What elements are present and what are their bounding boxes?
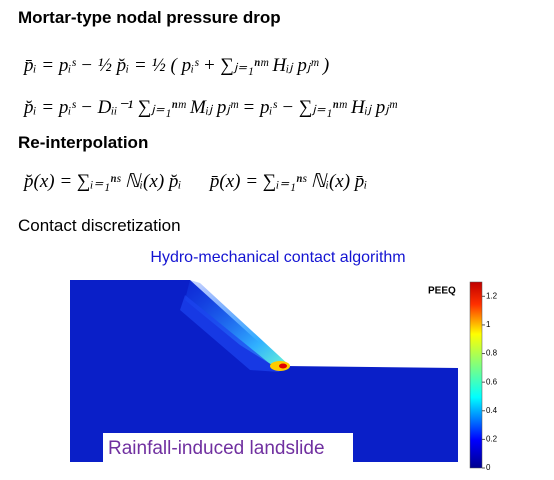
shear-band xyxy=(180,295,280,372)
domain xyxy=(70,280,458,462)
colorbar-tick-label: 0.4 xyxy=(486,406,498,415)
colorbar-tick-label: 1.2 xyxy=(486,291,498,300)
colorbar-tick-label: 1 xyxy=(486,320,491,329)
heading: Mortar-type nodal pressure drop xyxy=(18,8,281,27)
colorbar-tick-label: 0 xyxy=(486,463,491,472)
equation: p̆(x) = ∑ᵢ₌₁ⁿˢ ℕᵢ(x) p̆ᵢ p̄(x) = ∑ᵢ₌₁ⁿˢ … xyxy=(24,171,368,192)
hot-spot xyxy=(279,363,287,369)
heading: Re-interpolation xyxy=(18,133,149,152)
figure-title: Hydro-mechanical contact algorithm xyxy=(150,249,405,266)
caption-box xyxy=(103,433,353,463)
colorbar-tick-label: 0.6 xyxy=(486,377,498,386)
heading: Contact discretization xyxy=(18,216,181,235)
colorbar-tick-label: 0.8 xyxy=(486,349,498,358)
colorbar xyxy=(469,281,483,469)
colorbar-label: PEEQ xyxy=(428,286,456,297)
colorbar-tick-label: 0.2 xyxy=(486,434,498,443)
caption: Rainfall-induced landslide xyxy=(108,438,325,459)
equation: p̄ᵢ = pᵢˢ − ½ p̆ᵢ = ½ ( pᵢˢ + ∑ⱼ₌₁ⁿᵐ Hᵢⱼ… xyxy=(24,55,330,76)
equation: p̆ᵢ = pᵢˢ − Dᵢᵢ⁻¹ ∑ⱼ₌₁ⁿᵐ Mᵢⱼ pⱼᵐ = pᵢˢ −… xyxy=(24,97,397,118)
shear-band xyxy=(185,280,290,370)
